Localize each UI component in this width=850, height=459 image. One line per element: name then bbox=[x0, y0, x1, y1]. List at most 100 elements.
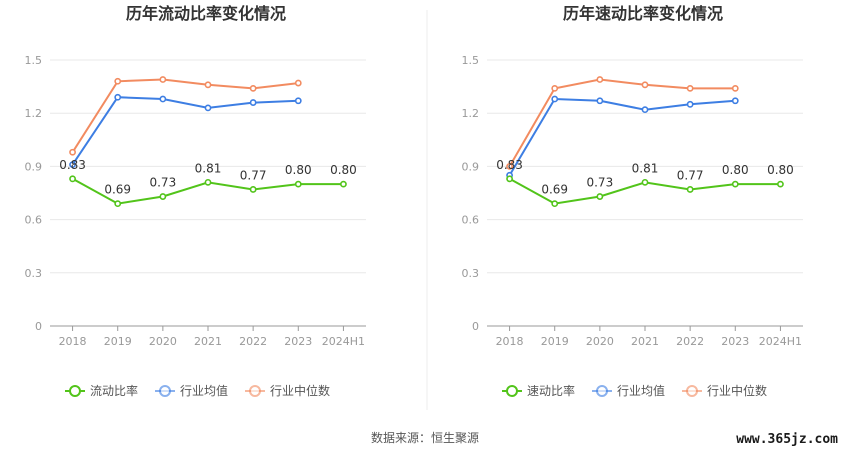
x-tick-label: 2023 bbox=[284, 335, 312, 348]
watermark: www.365jz.com bbox=[736, 432, 838, 447]
legend-marker bbox=[159, 385, 171, 397]
x-tick-label: 2021 bbox=[631, 335, 659, 348]
data-point bbox=[551, 95, 559, 103]
x-tick-label: 2019 bbox=[541, 335, 569, 348]
legend-marker bbox=[596, 385, 608, 397]
data-point bbox=[249, 84, 257, 92]
legend-marker bbox=[506, 385, 518, 397]
data-point bbox=[159, 76, 167, 83]
data-point bbox=[596, 97, 604, 105]
data-point bbox=[686, 84, 694, 92]
data-label: 0.81 bbox=[632, 161, 659, 175]
data-point bbox=[294, 79, 302, 87]
y-tick-label: 0.6 bbox=[25, 214, 43, 227]
data-point bbox=[114, 93, 122, 101]
legend-marker bbox=[249, 385, 261, 397]
data-label: 0.80 bbox=[722, 163, 749, 177]
data-label: 0.69 bbox=[104, 183, 131, 197]
y-tick-label: 0.3 bbox=[462, 267, 480, 280]
data-label: 0.80 bbox=[330, 163, 357, 177]
x-tick-label: 2020 bbox=[586, 335, 614, 348]
data-point bbox=[551, 84, 559, 92]
series-line-3 bbox=[71, 78, 299, 153]
chart-title: 历年速动比率变化情况 bbox=[563, 4, 723, 23]
legend-item: 行业中位数 bbox=[682, 383, 767, 398]
data-point bbox=[641, 81, 649, 89]
legend-label: 行业中位数 bbox=[270, 383, 330, 398]
x-tick-label: 2022 bbox=[676, 335, 704, 348]
series-line-2 bbox=[508, 97, 736, 176]
data-point bbox=[686, 100, 694, 108]
legend-item: 行业均值 bbox=[155, 383, 228, 398]
data-label: 0.80 bbox=[767, 163, 794, 177]
legend-item: 行业中位数 bbox=[245, 383, 330, 398]
x-tick-label: 2021 bbox=[194, 335, 222, 348]
data-point bbox=[596, 76, 604, 83]
legend-label: 行业均值 bbox=[180, 383, 228, 398]
legend-item: 行业均值 bbox=[592, 383, 665, 398]
data-label: 0.73 bbox=[586, 176, 613, 190]
x-tick-label: 2018 bbox=[59, 335, 87, 348]
x-tick-label: 2024H1 bbox=[322, 335, 365, 348]
source-note: 数据来源：恒生聚源 bbox=[370, 431, 479, 445]
data-point bbox=[159, 95, 167, 103]
data-point bbox=[114, 200, 122, 208]
chart-panel-1: 历年流动比率变化情况 0 0.3 0.6 0.9 1.2 1.5 2018 2019 2020 20… bbox=[25, 4, 366, 398]
x-tick-label: 2018 bbox=[496, 335, 524, 348]
data-point bbox=[294, 97, 302, 105]
legend-label: 速动比率 bbox=[527, 383, 575, 398]
data-point bbox=[204, 104, 212, 112]
data-label: 0.81 bbox=[195, 161, 222, 175]
data-point bbox=[69, 175, 76, 183]
legend-label: 行业均值 bbox=[617, 383, 665, 398]
legend-marker bbox=[69, 385, 81, 397]
data-point bbox=[731, 97, 739, 105]
y-tick-label: 0 bbox=[472, 320, 479, 333]
data-point bbox=[159, 193, 167, 200]
y-tick-label: 0.3 bbox=[25, 267, 43, 280]
data-point bbox=[641, 178, 649, 186]
data-label: 0.77 bbox=[240, 168, 267, 182]
data-point bbox=[294, 180, 302, 188]
y-tick-label: 1.2 bbox=[462, 107, 480, 120]
y-tick-label: 0.9 bbox=[25, 160, 43, 173]
data-point bbox=[551, 200, 559, 208]
data-label: 0.80 bbox=[285, 163, 312, 177]
data-point bbox=[69, 161, 76, 169]
data-point bbox=[114, 77, 122, 85]
data-point bbox=[506, 175, 513, 183]
data-point bbox=[731, 180, 739, 188]
legend-item: 流动比率 bbox=[65, 383, 138, 398]
data-label: 0.69 bbox=[541, 183, 568, 197]
legend-label: 流动比率 bbox=[90, 383, 138, 398]
data-point bbox=[641, 106, 649, 114]
data-label: 0.83 bbox=[496, 158, 523, 172]
y-tick-label: 1.5 bbox=[462, 54, 480, 67]
data-point bbox=[69, 148, 76, 156]
data-point bbox=[249, 186, 257, 193]
x-tick-label: 2023 bbox=[721, 335, 749, 348]
data-point bbox=[777, 180, 784, 188]
data-point bbox=[506, 162, 513, 170]
chart-title: 历年流动比率变化情况 bbox=[126, 4, 286, 23]
x-tick-label: 2019 bbox=[104, 335, 132, 348]
data-point bbox=[596, 193, 604, 200]
data-label: 0.77 bbox=[677, 168, 704, 182]
data-label: 0.83 bbox=[59, 158, 86, 172]
data-point bbox=[204, 81, 212, 89]
y-tick-label: 1.5 bbox=[25, 54, 43, 67]
legend-marker bbox=[686, 385, 698, 397]
x-tick-label: 2020 bbox=[149, 335, 177, 348]
x-tick-label: 2022 bbox=[239, 335, 267, 348]
legend-label: 行业中位数 bbox=[707, 383, 767, 398]
y-tick-label: 0.6 bbox=[462, 214, 480, 227]
data-label: 0.73 bbox=[149, 176, 176, 190]
y-tick-label: 1.2 bbox=[25, 107, 43, 120]
y-tick-label: 0.9 bbox=[462, 160, 480, 173]
series-line-2 bbox=[71, 96, 299, 166]
data-point bbox=[249, 99, 257, 106]
legend-item: 速动比率 bbox=[502, 383, 575, 398]
y-tick-label: 0 bbox=[35, 320, 42, 333]
x-tick-label: 2024H1 bbox=[759, 335, 802, 348]
